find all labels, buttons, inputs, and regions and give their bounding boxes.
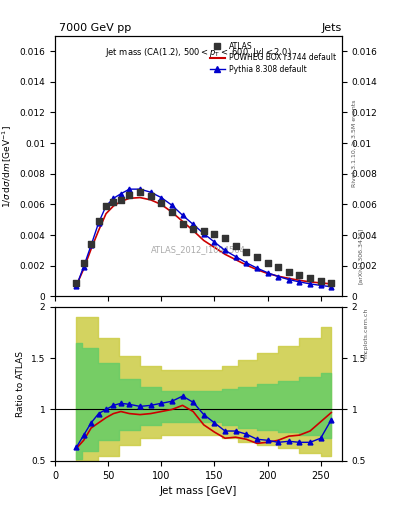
ATLAS xyxy=(211,229,218,238)
ATLAS xyxy=(118,196,124,204)
ATLAS xyxy=(169,208,175,216)
ATLAS xyxy=(158,199,164,207)
ATLAS xyxy=(222,234,228,242)
ATLAS xyxy=(110,198,117,206)
ATLAS xyxy=(243,248,250,256)
ATLAS xyxy=(233,242,239,250)
Y-axis label: Ratio to ATLAS: Ratio to ATLAS xyxy=(17,351,26,417)
ATLAS xyxy=(307,274,313,282)
ATLAS xyxy=(179,220,185,228)
ATLAS xyxy=(190,225,196,233)
ATLAS xyxy=(147,192,154,200)
ATLAS xyxy=(137,188,143,196)
ATLAS xyxy=(126,190,132,199)
ATLAS xyxy=(328,280,334,288)
ATLAS xyxy=(103,202,109,210)
ATLAS xyxy=(254,252,260,261)
Text: 7000 GeV pp: 7000 GeV pp xyxy=(59,23,131,33)
Text: [arXiv:1306.3436]: [arXiv:1306.3436] xyxy=(358,228,363,284)
Text: Rivet 3.1.10, ≥ 3.5M events: Rivet 3.1.10, ≥ 3.5M events xyxy=(352,100,357,187)
X-axis label: Jet mass [GeV]: Jet mass [GeV] xyxy=(160,486,237,496)
ATLAS xyxy=(73,280,79,288)
Text: ATLAS_2012_I1094564: ATLAS_2012_I1094564 xyxy=(151,245,246,254)
ATLAS xyxy=(88,240,94,248)
Text: Jet mass (CA(1.2), 500$< p_\mathrm{T} <$ 600, $|y| < 2.0$): Jet mass (CA(1.2), 500$< p_\mathrm{T} <$… xyxy=(105,46,292,59)
ATLAS xyxy=(95,217,102,225)
Text: Jets: Jets xyxy=(321,23,342,33)
ATLAS xyxy=(286,268,292,276)
ATLAS xyxy=(264,259,271,267)
ATLAS xyxy=(275,263,281,271)
Y-axis label: $1/\sigma\,\mathrm{d}\sigma/\mathrm{d}m\,[\mathrm{GeV}^{-1}]$: $1/\sigma\,\mathrm{d}\sigma/\mathrm{d}m\… xyxy=(1,125,14,207)
Legend: ATLAS, POWHEG BOX r3744 default, Pythia 8.308 default: ATLAS, POWHEG BOX r3744 default, Pythia … xyxy=(207,39,338,76)
ATLAS xyxy=(318,277,324,285)
ATLAS xyxy=(296,271,303,279)
Text: mcplots.cern.ch: mcplots.cern.ch xyxy=(364,308,369,358)
ATLAS xyxy=(201,226,207,234)
ATLAS xyxy=(81,259,87,267)
